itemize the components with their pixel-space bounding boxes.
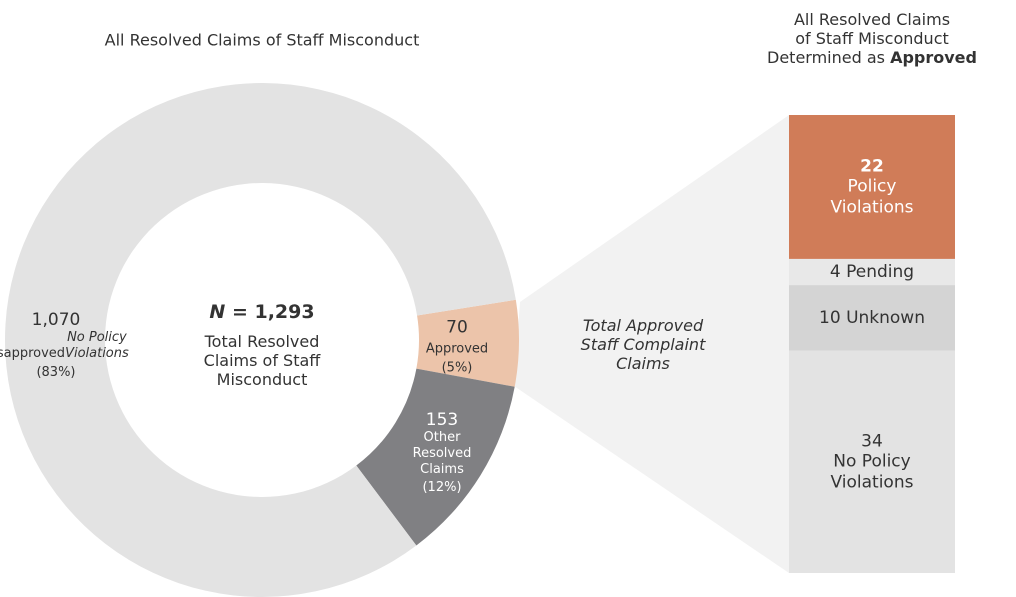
donut-slice [5, 83, 516, 597]
donut-slice [416, 299, 519, 387]
segment-value: 22 [860, 156, 884, 177]
segment-value: 10 [819, 307, 841, 328]
segment-category: No Policy Violations [830, 451, 914, 492]
segment-label: 22 Policy Violations [831, 156, 914, 217]
slice-label: 153 Other Resolved Claims (12%) [413, 410, 472, 496]
bar-segment [789, 285, 955, 351]
bar-title-emphasis: Approved [890, 48, 977, 68]
segment-category: Policy Violations [830, 176, 914, 218]
slice-value: 70 [446, 317, 468, 338]
slice-label: 1,070 DisapprovedNo Policy Violations (83%… [0, 310, 129, 380]
slice-value: 1,070 [31, 309, 81, 330]
segment-category: Unknown [846, 307, 925, 328]
slice-note: No Policy Violations [65, 330, 129, 361]
slice-percent: (12%) [422, 480, 462, 496]
donut-title: All Resolved Claims of Staff Misconduct [104, 30, 420, 50]
slice-category: Approved [425, 342, 489, 358]
center-label: N = 1,293 Total Resolved Claims of Staff… [162, 301, 362, 389]
center-text: Total Resolved Claims of Staff Misconduc… [203, 331, 321, 389]
segment-category: Pending [846, 261, 915, 282]
segment-value: 4 [829, 261, 841, 282]
annotation-line: Total Approved [582, 316, 704, 336]
slice-category: Disapproved [0, 345, 66, 361]
bar-title-line: Determined as Approved [767, 48, 977, 68]
center-total: N = 1,293 [162, 301, 362, 324]
donut-slice [356, 368, 515, 546]
annotation-line: Claims [616, 354, 670, 374]
annotation-line: Staff Complaint [580, 335, 706, 355]
bar-title-line: All Resolved Claims [793, 10, 951, 29]
slice-percent: (5%) [441, 360, 473, 376]
bar-segment [789, 350, 955, 573]
segment-value: 34 [861, 431, 883, 452]
annotation: Total Approved Staff Complaint Claims [581, 316, 706, 374]
slice-category: Other Resolved Claims [412, 430, 472, 477]
bar-segment [789, 115, 955, 259]
slice-label: 70 Approved (5%) [426, 318, 488, 377]
bar-title-line: of Staff Misconduct [795, 29, 949, 49]
bar-title: All Resolved Claims of Staff Misconduct De… [760, 10, 984, 68]
slice-value: 153 [425, 410, 459, 431]
center-value: = 1,293 [231, 300, 315, 323]
center-symbol: N [209, 300, 226, 323]
segment-label: 4 Pending [830, 262, 914, 282]
segment-label: 10 Unknown [819, 308, 925, 328]
bar-segment [789, 258, 955, 286]
callout-wedge [514, 115, 789, 573]
segment-label: 34 No Policy Violations [831, 431, 914, 492]
slice-percent: (83%) [36, 364, 76, 380]
